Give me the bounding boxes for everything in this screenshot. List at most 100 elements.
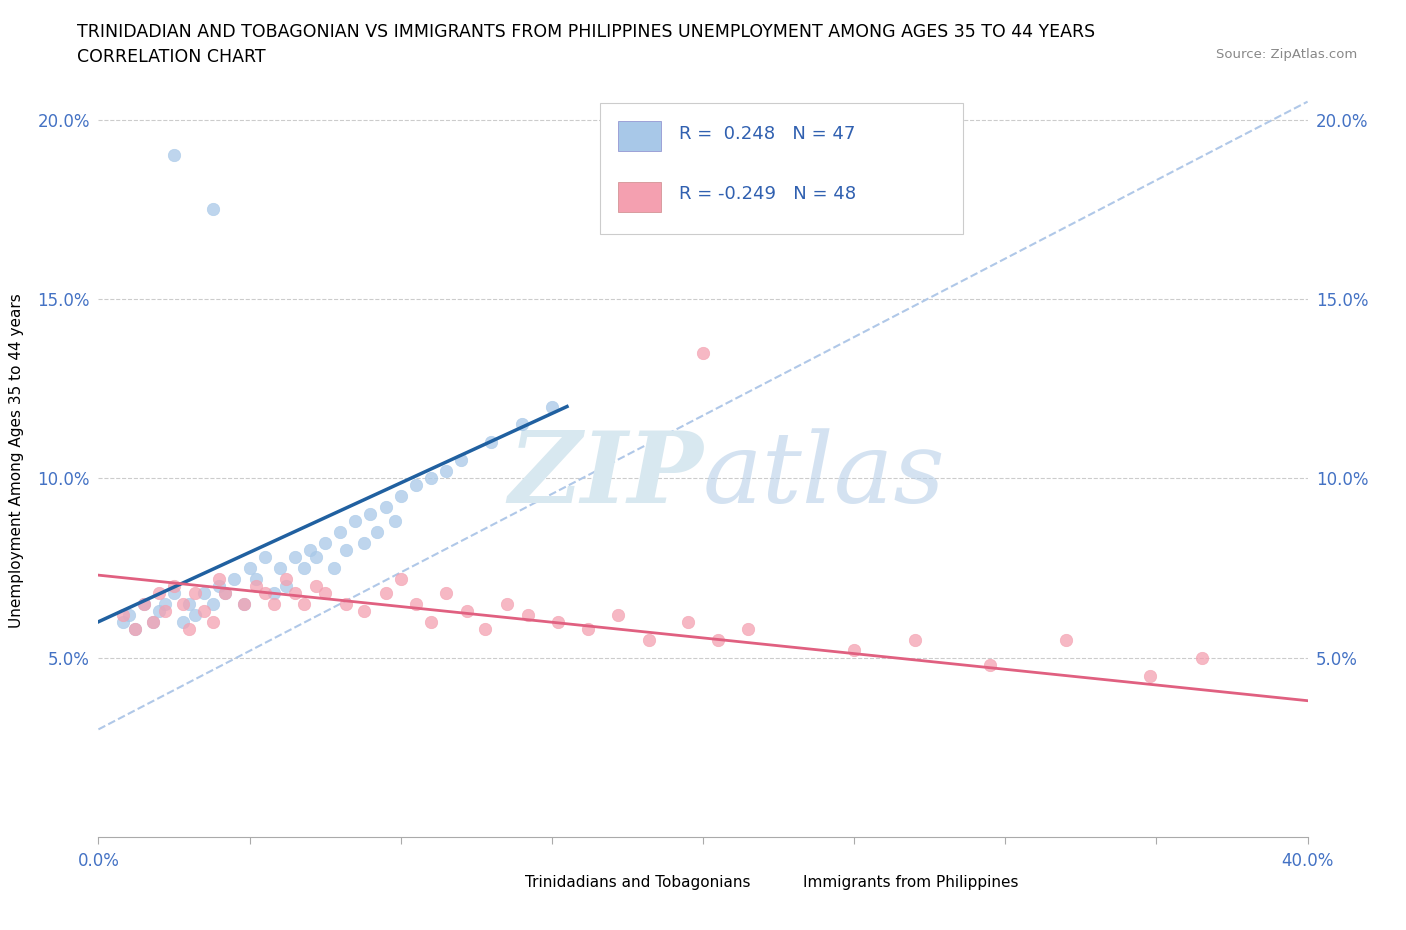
- Text: R = -0.249   N = 48: R = -0.249 N = 48: [679, 185, 856, 204]
- Point: [1139, 668, 1161, 683]
- Point: [239, 561, 262, 576]
- Point: [434, 464, 457, 479]
- Point: [314, 536, 336, 551]
- Point: [232, 596, 254, 611]
- Point: [344, 514, 367, 529]
- Point: [224, 571, 246, 586]
- Point: [214, 586, 236, 601]
- Point: [737, 621, 759, 636]
- Point: [284, 550, 307, 565]
- Point: [299, 542, 322, 557]
- Point: [576, 621, 599, 636]
- Text: Immigrants from Philippines: Immigrants from Philippines: [803, 875, 1019, 890]
- Point: [202, 596, 225, 611]
- Point: [510, 417, 533, 432]
- Point: [208, 578, 231, 593]
- Point: [111, 615, 134, 630]
- Point: [269, 561, 291, 576]
- Point: [844, 643, 866, 658]
- Point: [904, 632, 927, 647]
- Point: [434, 586, 457, 601]
- Point: [374, 586, 396, 601]
- Point: [163, 148, 186, 163]
- Point: [118, 607, 141, 622]
- Point: [305, 578, 328, 593]
- Point: [389, 489, 412, 504]
- Point: [405, 478, 427, 493]
- Point: [366, 525, 388, 539]
- Text: Trinidadians and Tobagonians: Trinidadians and Tobagonians: [526, 875, 751, 890]
- Text: atlas: atlas: [703, 428, 946, 523]
- Point: [148, 604, 170, 618]
- Point: [360, 507, 382, 522]
- Point: [979, 658, 1001, 672]
- Point: [495, 596, 517, 611]
- Point: [374, 499, 396, 514]
- Point: [163, 586, 186, 601]
- Point: [142, 615, 165, 630]
- Point: [707, 632, 730, 647]
- Point: [111, 607, 134, 622]
- Point: [481, 435, 503, 450]
- Point: [132, 596, 155, 611]
- Point: [124, 621, 146, 636]
- Point: [132, 596, 155, 611]
- Point: [124, 621, 146, 636]
- Point: [284, 586, 307, 601]
- Point: [292, 561, 315, 576]
- Point: [450, 453, 472, 468]
- Point: [676, 615, 699, 630]
- Point: [193, 604, 215, 618]
- Point: [420, 615, 443, 630]
- Point: [314, 586, 336, 601]
- Point: [245, 571, 267, 586]
- Point: [305, 550, 328, 565]
- Point: [253, 586, 276, 601]
- Point: [692, 345, 714, 360]
- Point: [607, 607, 630, 622]
- Text: R =  0.248   N = 47: R = 0.248 N = 47: [679, 126, 855, 143]
- Point: [274, 578, 297, 593]
- Point: [474, 621, 496, 636]
- Point: [1191, 650, 1213, 665]
- Point: [547, 615, 569, 630]
- Point: [353, 604, 375, 618]
- Point: [163, 578, 186, 593]
- Bar: [492, 870, 517, 894]
- Text: CORRELATION CHART: CORRELATION CHART: [77, 48, 266, 66]
- Bar: [600, 102, 963, 234]
- Point: [232, 596, 254, 611]
- Point: [323, 561, 346, 576]
- Point: [245, 578, 267, 593]
- Point: [179, 621, 201, 636]
- Point: [353, 536, 375, 551]
- Point: [637, 632, 659, 647]
- Point: [208, 571, 231, 586]
- Point: [263, 586, 285, 601]
- Point: [214, 586, 236, 601]
- Point: [516, 607, 538, 622]
- Point: [335, 596, 357, 611]
- Point: [384, 514, 406, 529]
- Point: [253, 550, 276, 565]
- Text: ZIP: ZIP: [508, 427, 703, 524]
- Bar: [619, 121, 661, 152]
- Point: [202, 202, 225, 217]
- Point: [540, 399, 562, 414]
- Point: [292, 596, 315, 611]
- Point: [153, 596, 176, 611]
- Point: [202, 615, 225, 630]
- Point: [184, 586, 207, 601]
- Point: [405, 596, 427, 611]
- Bar: [619, 181, 661, 212]
- Point: [263, 596, 285, 611]
- Point: [148, 586, 170, 601]
- Point: [179, 596, 201, 611]
- Point: [329, 525, 352, 539]
- Text: Source: ZipAtlas.com: Source: ZipAtlas.com: [1216, 48, 1357, 61]
- Point: [389, 571, 412, 586]
- Point: [172, 596, 194, 611]
- Point: [1054, 632, 1077, 647]
- Bar: [769, 870, 796, 894]
- Point: [274, 571, 297, 586]
